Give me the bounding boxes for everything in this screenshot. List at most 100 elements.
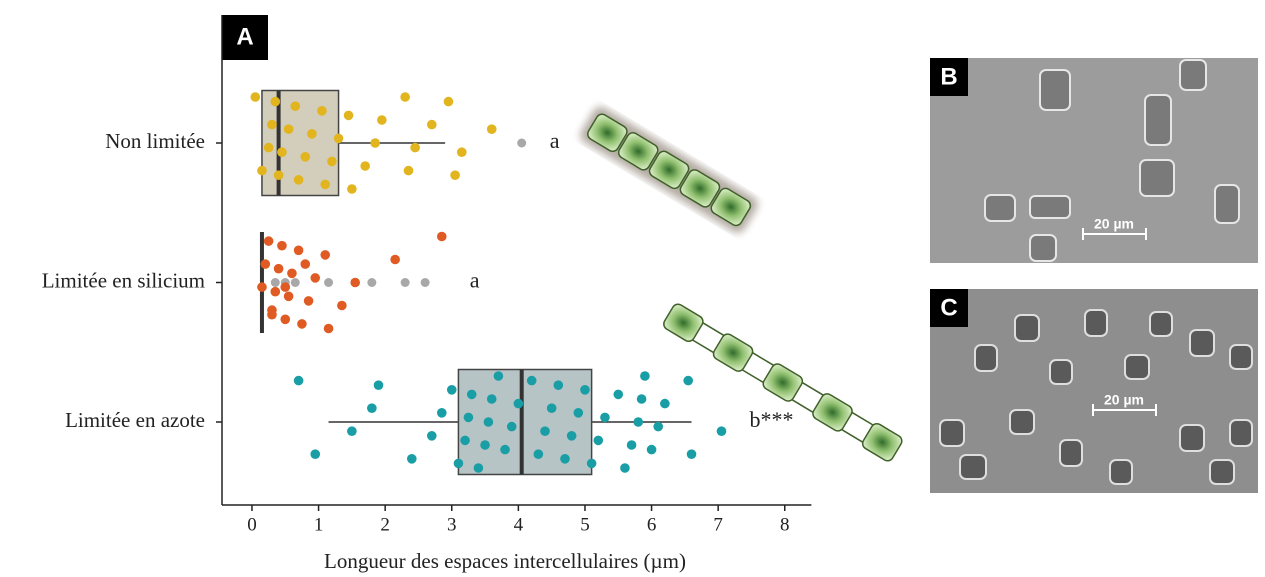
data-point xyxy=(307,129,317,139)
data-point xyxy=(460,435,470,446)
data-point xyxy=(466,389,477,400)
data-point xyxy=(257,282,267,292)
data-point xyxy=(347,426,357,437)
outlier xyxy=(324,278,334,287)
data-point xyxy=(310,449,321,460)
data-point xyxy=(683,375,693,386)
data-point xyxy=(297,319,307,329)
data-point xyxy=(513,398,524,409)
micrograph-c: C 20 µm xyxy=(930,289,1258,493)
data-point xyxy=(463,412,474,423)
data-point xyxy=(300,259,311,269)
x-tick-label: 6 xyxy=(647,514,657,535)
data-point xyxy=(270,96,281,107)
data-point xyxy=(600,412,610,423)
data-point xyxy=(293,245,304,256)
outlier xyxy=(290,278,300,287)
data-point xyxy=(560,454,570,464)
data-point xyxy=(446,385,457,395)
data-point xyxy=(280,314,291,325)
data-point xyxy=(287,268,297,279)
outlier xyxy=(400,278,410,287)
data-point xyxy=(586,458,597,469)
data-point xyxy=(716,426,727,437)
box xyxy=(457,368,593,476)
data-point xyxy=(410,142,420,153)
data-point xyxy=(250,92,261,102)
x-tick-label: 2 xyxy=(380,514,390,535)
data-point xyxy=(293,175,304,185)
x-axis-label: Longueur des espaces intercellulaires (µ… xyxy=(324,549,686,573)
data-point xyxy=(303,296,314,306)
data-point xyxy=(400,92,410,102)
data-point xyxy=(573,408,584,418)
data-point xyxy=(337,300,347,311)
data-point xyxy=(283,291,294,302)
category-label: Limitée en silicium xyxy=(42,268,205,292)
diatom-chain-illustration xyxy=(663,303,903,462)
data-point xyxy=(280,282,291,292)
data-point xyxy=(263,142,274,153)
data-point xyxy=(506,421,517,432)
data-point xyxy=(546,403,557,414)
data-point xyxy=(407,454,417,464)
x-tick-label: 8 xyxy=(780,514,790,535)
scale-bar-label: 20 µm xyxy=(1094,216,1134,232)
data-point xyxy=(370,138,380,148)
data-point xyxy=(626,440,637,450)
x-tick-label: 5 xyxy=(580,514,590,535)
data-point xyxy=(347,184,357,194)
outlier xyxy=(367,278,377,287)
outlier xyxy=(270,278,280,287)
data-point xyxy=(320,250,331,260)
data-point xyxy=(350,277,360,288)
data-point xyxy=(300,152,311,162)
data-point xyxy=(453,458,464,469)
annotation: b*** xyxy=(749,407,793,432)
x-tick-label: 7 xyxy=(713,514,723,535)
data-point xyxy=(613,389,624,400)
scale-bar-label: 20 µm xyxy=(1104,392,1144,408)
diatom-chain-illustration xyxy=(580,106,758,233)
data-point xyxy=(443,96,454,107)
panel-label: B xyxy=(940,63,957,90)
data-point xyxy=(360,161,370,171)
x-tick-label: 0 xyxy=(247,514,257,535)
data-point xyxy=(293,375,304,386)
data-point xyxy=(320,179,331,190)
data-point xyxy=(500,444,510,455)
data-point xyxy=(373,380,384,391)
data-point xyxy=(260,259,271,269)
data-point xyxy=(263,236,274,246)
data-point xyxy=(426,431,437,441)
data-point xyxy=(633,417,644,427)
data-point xyxy=(333,133,344,144)
data-point xyxy=(456,147,467,157)
panel-label-box xyxy=(222,15,268,60)
data-point xyxy=(526,375,537,386)
data-point xyxy=(277,147,287,157)
data-point xyxy=(660,398,670,409)
data-point xyxy=(273,170,284,180)
data-point xyxy=(486,394,497,404)
data-point xyxy=(450,170,460,180)
data-point xyxy=(533,449,544,460)
data-point xyxy=(267,119,277,130)
data-point xyxy=(377,115,387,125)
data-point xyxy=(290,101,301,111)
data-point xyxy=(277,240,287,251)
data-point xyxy=(473,463,484,473)
data-point xyxy=(267,305,277,315)
data-point xyxy=(566,431,577,441)
data-point xyxy=(553,380,564,391)
data-point xyxy=(310,273,321,283)
data-point xyxy=(483,417,494,427)
category-label: Non limitée xyxy=(105,129,205,153)
data-point xyxy=(480,440,490,450)
x-tick-label: 3 xyxy=(447,514,457,535)
data-point xyxy=(580,385,590,395)
data-point xyxy=(653,421,664,432)
data-point xyxy=(257,165,267,176)
panel-label: A xyxy=(236,23,253,50)
data-point xyxy=(343,110,354,121)
